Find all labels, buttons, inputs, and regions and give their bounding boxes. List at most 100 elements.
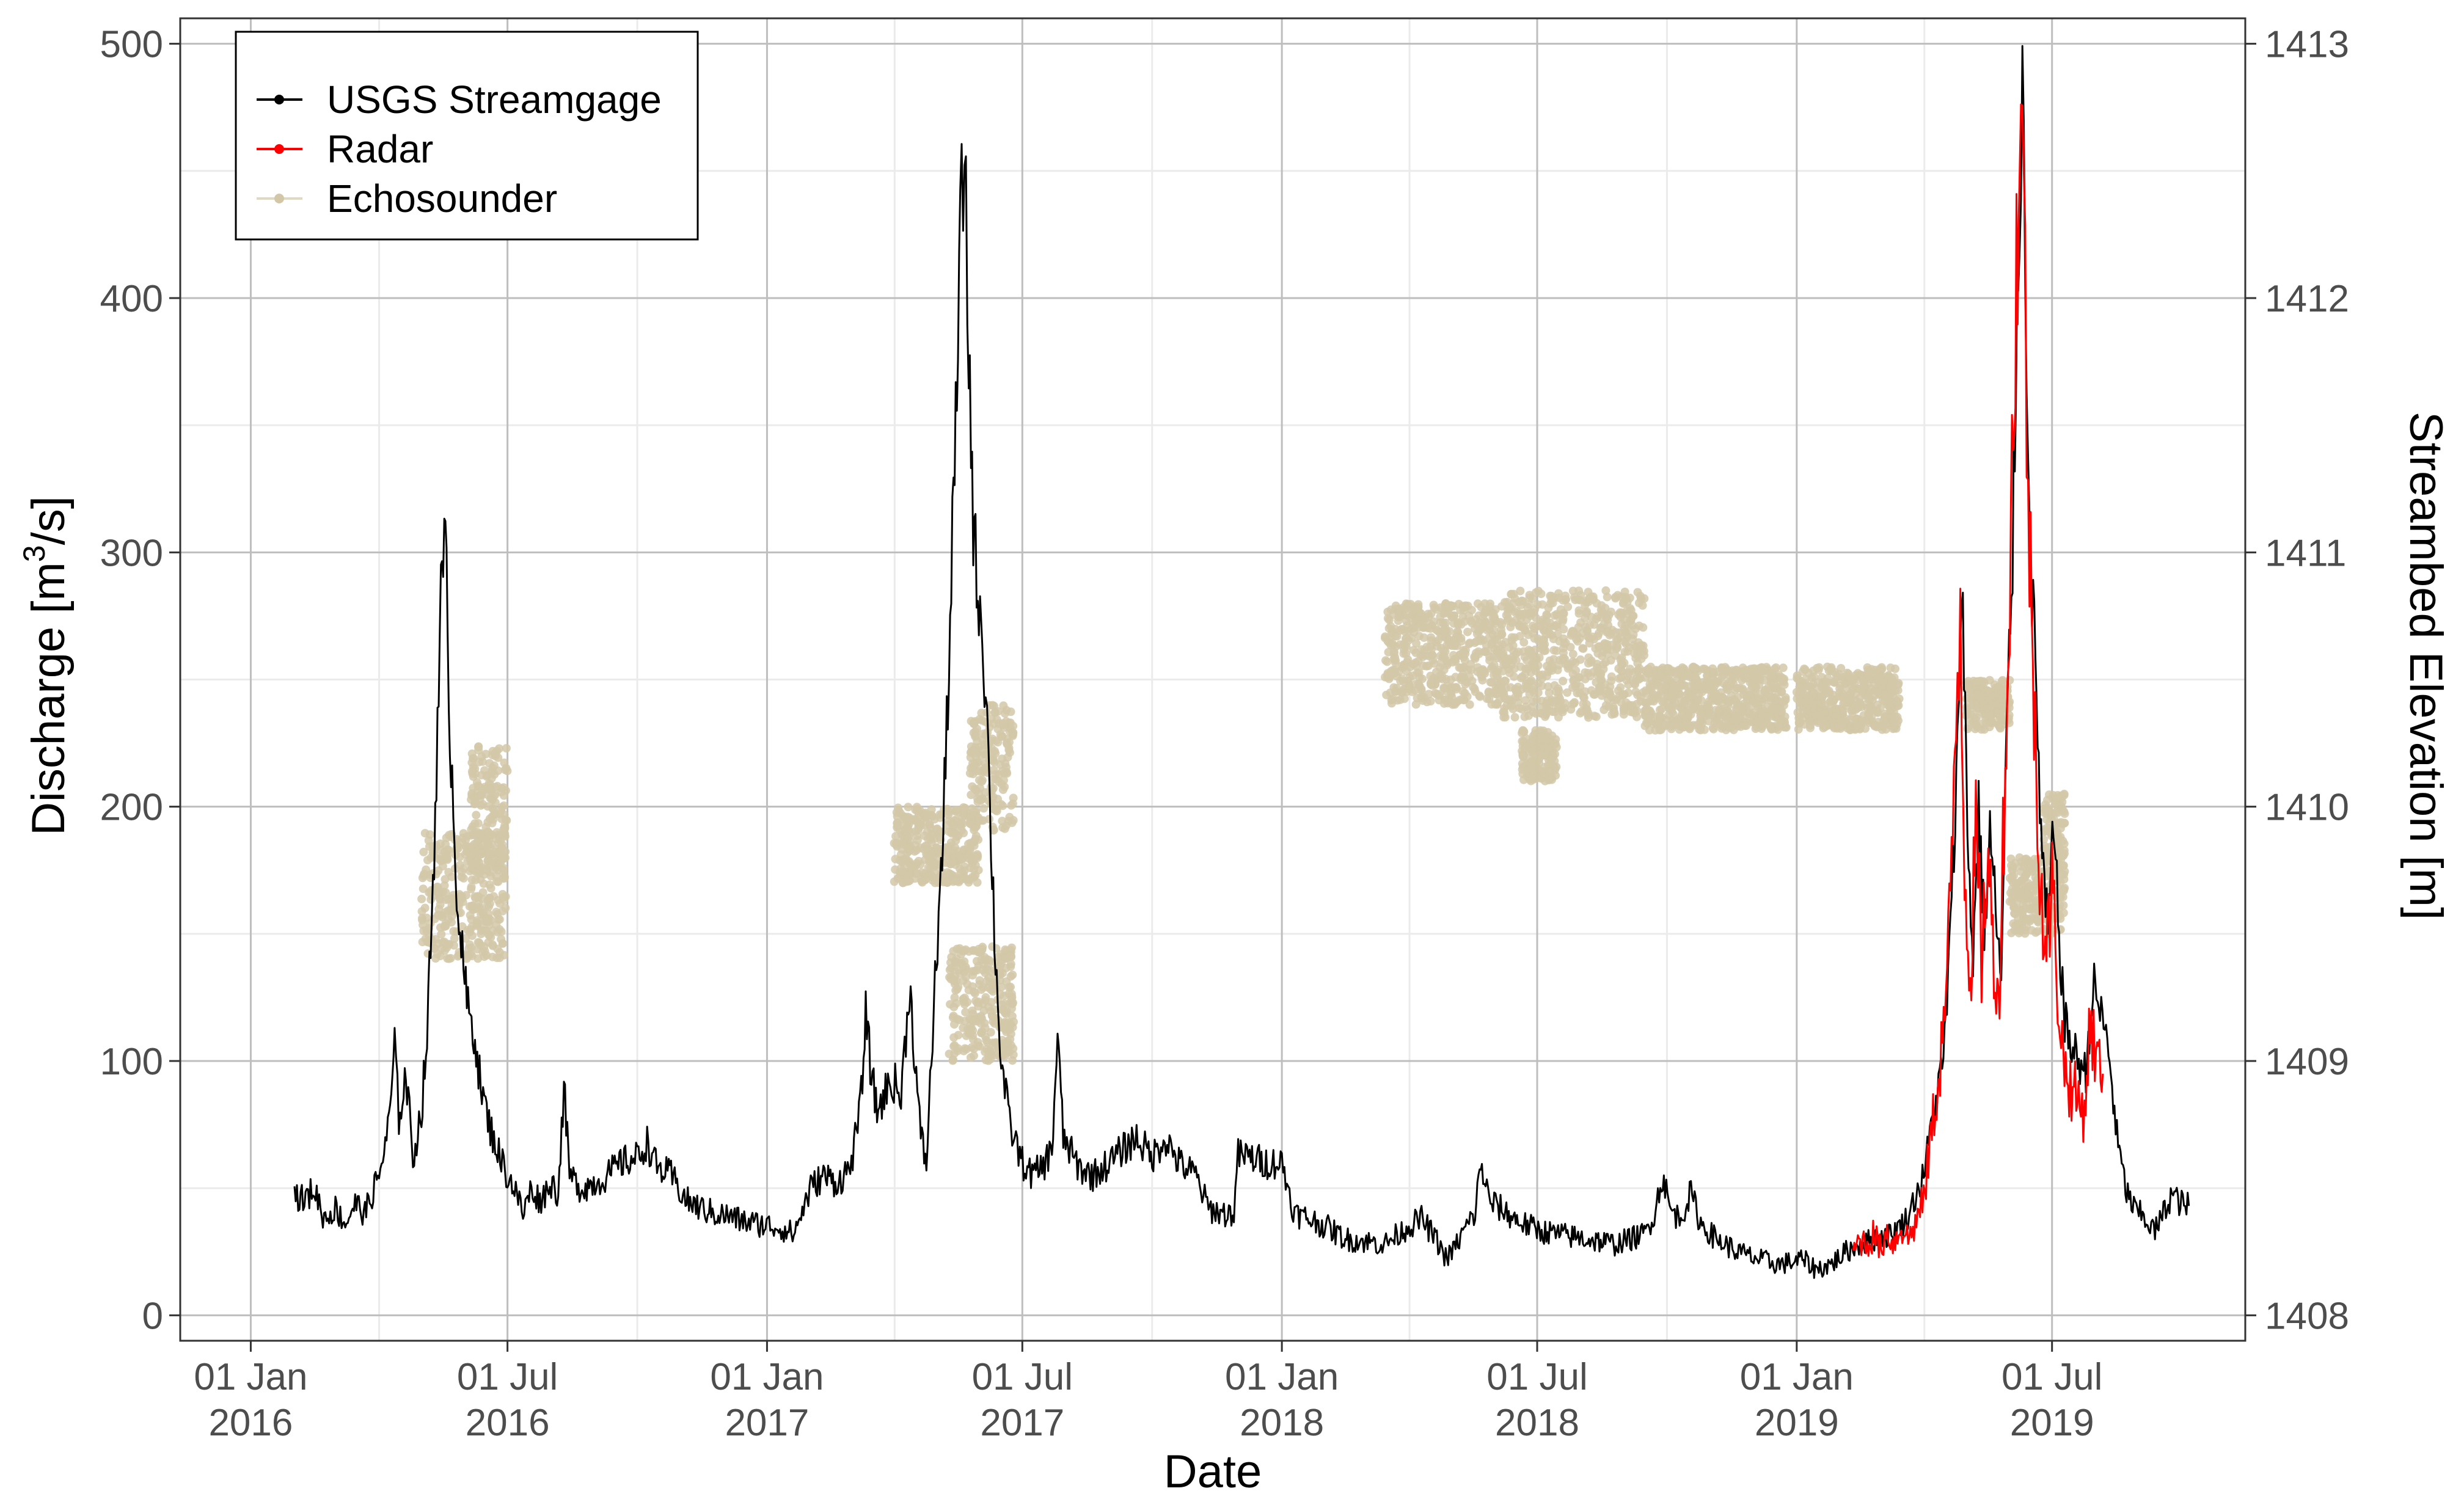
echosounder-point <box>970 1044 979 1053</box>
y2-axis-title: Streambed Elevation [m] <box>2400 412 2452 920</box>
echosounder-point <box>1578 644 1587 653</box>
echosounder-point <box>968 856 978 865</box>
echosounder-point <box>1470 652 1479 662</box>
echosounder-point <box>1534 734 1543 743</box>
echosounder-point <box>1475 618 1484 627</box>
echosounder-point <box>1615 674 1624 683</box>
echosounder-point <box>2006 855 2016 863</box>
echosounder-point <box>1457 636 1466 646</box>
echosounder-point <box>1793 671 1802 680</box>
echosounder-point <box>1779 701 1788 710</box>
echosounder-point <box>1757 663 1766 672</box>
echosounder-point <box>1636 592 1645 600</box>
echosounder-point <box>913 806 923 815</box>
echosounder-point <box>974 944 983 953</box>
echosounder-point <box>1527 702 1537 712</box>
echosounder-point <box>492 953 502 963</box>
echosounder-point <box>913 869 922 878</box>
echosounder-point <box>970 841 979 850</box>
echosounder-point <box>1870 722 1879 731</box>
echosounder-point <box>1585 639 1594 648</box>
echosounder-point <box>1533 600 1542 609</box>
echosounder-point <box>1669 702 1678 711</box>
echosounder-point <box>1835 684 1844 693</box>
echosounder-point <box>1799 707 1808 716</box>
echosounder-point <box>1683 682 1692 691</box>
x-tick-label: 01 Jan <box>194 1356 307 1398</box>
echosounder-point <box>949 857 959 866</box>
echosounder-point <box>485 893 494 902</box>
echosounder-point <box>988 942 997 951</box>
echosounder-point <box>1676 665 1685 674</box>
echosounder-point <box>1889 707 1898 716</box>
echosounder-point <box>1767 697 1776 706</box>
echosounder-point <box>475 866 484 875</box>
echosounder-point <box>1596 623 1605 632</box>
echosounder-point <box>1545 688 1554 698</box>
echosounder-point <box>1584 658 1593 668</box>
legend: USGS Streamgage Radar Echosounder <box>235 31 699 241</box>
echosounder-point <box>937 827 946 836</box>
echosounder-point <box>976 1019 985 1028</box>
echosounder-point <box>1626 615 1636 624</box>
echosounder-point <box>1411 686 1419 695</box>
echosounder-point <box>1485 656 1494 665</box>
x-tick-label-year: 2017 <box>725 1402 809 1444</box>
echosounder-point <box>1625 668 1633 677</box>
echosounder-point <box>447 917 456 927</box>
echosounder-point <box>1603 592 1612 602</box>
echosounder-point <box>974 1002 983 1011</box>
echosounder-point <box>2014 928 2023 938</box>
echosounder-point <box>978 1027 987 1036</box>
x-tick-label-year: 2018 <box>1240 1402 1324 1444</box>
echosounder-point <box>478 800 488 809</box>
echosounder-point <box>1499 707 1508 716</box>
echosounder-point <box>961 1008 970 1017</box>
echosounder-point <box>486 780 495 789</box>
x-tick-label: 01 Jul <box>457 1356 558 1398</box>
echosounder-point <box>963 1024 972 1034</box>
echosounder-point <box>1402 633 1411 643</box>
echosounder-point <box>1821 723 1830 732</box>
echosounder-point <box>1548 666 1557 675</box>
echosounder-point <box>1399 677 1408 686</box>
echosounder-point <box>923 828 932 837</box>
echosounder-point <box>1417 645 1426 654</box>
echosounder-point <box>2031 928 2040 937</box>
echosounder-point <box>1504 608 1513 618</box>
echosounder-point <box>989 1017 998 1026</box>
echosounder-point <box>1486 678 1495 687</box>
echosounder-point <box>949 1042 959 1051</box>
echosounder-point <box>1000 824 1009 833</box>
echosounder-point <box>959 828 968 837</box>
echosounder-point <box>1445 698 1454 707</box>
echosounder-point <box>968 1006 977 1015</box>
echosounder-point <box>1383 669 1392 678</box>
echosounder-point <box>1585 594 1594 603</box>
echosounder-point <box>1604 610 1614 619</box>
echosounder-point <box>973 817 982 826</box>
y-tick-label: 500 <box>100 24 163 66</box>
echosounder-point <box>1637 654 1646 663</box>
echosounder-point <box>1480 669 1490 678</box>
echosounder-point <box>1855 699 1865 709</box>
echosounder-point <box>1505 668 1514 677</box>
echosounder-point <box>500 758 509 767</box>
echosounder-point <box>947 953 956 962</box>
echosounder-point <box>1597 691 1606 700</box>
echosounder-point <box>1596 681 1606 690</box>
echosounder-point <box>996 730 1005 739</box>
echosounder-point <box>945 827 954 836</box>
echosounder-point <box>1517 705 1526 713</box>
echosounder-point <box>1812 663 1821 673</box>
echosounder-point <box>1644 669 1653 678</box>
x-tick-label: 01 Jan <box>710 1356 824 1398</box>
echosounder-point <box>1987 717 1997 726</box>
echosounder-point <box>1540 742 1549 751</box>
echosounder-point <box>946 1000 955 1009</box>
echosounder-point <box>986 1028 995 1037</box>
echosounder-point <box>1657 705 1666 714</box>
echosounder-point <box>473 919 482 928</box>
echosounder-point <box>1680 699 1689 709</box>
echosounder-point <box>970 989 979 998</box>
